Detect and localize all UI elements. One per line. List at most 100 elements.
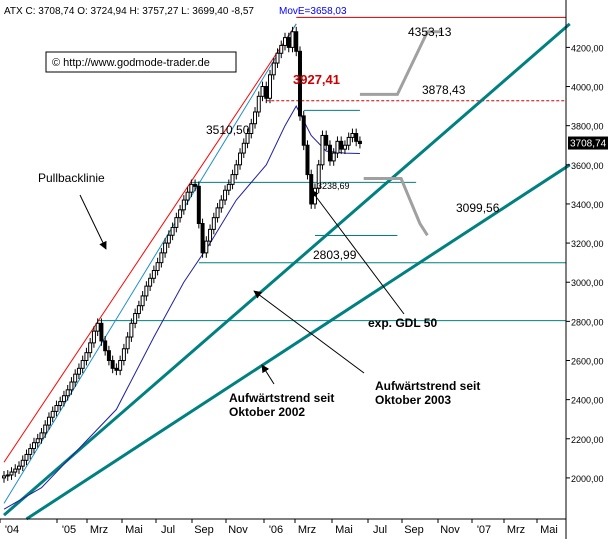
- annotation-trend-2003-line-1: Oktober 2003: [375, 393, 451, 407]
- current-price-label: 3708,74: [570, 139, 607, 150]
- annotation-trend-2002-arrow: [261, 364, 275, 385]
- candle-body: [193, 183, 198, 187]
- candle-body: [84, 352, 89, 361]
- level-3238-label: 3238,69: [317, 181, 350, 191]
- candle-body: [226, 183, 231, 191]
- candle-body: [9, 471, 14, 476]
- candle-body: [61, 395, 66, 403]
- candle-body: [35, 438, 40, 444]
- candle-body: [103, 340, 108, 352]
- candle-body: [286, 37, 291, 48]
- candle-body: [170, 226, 175, 236]
- candle-body: [155, 262, 160, 271]
- candle-body: [88, 342, 93, 354]
- candle-body: [118, 359, 123, 371]
- x-tick-label: Mai: [540, 524, 558, 536]
- candle-body: [110, 359, 115, 369]
- annotation-trend-2003-line-0: Aufwärtstrend seit: [375, 379, 480, 393]
- x-tick-label: '04: [5, 524, 19, 536]
- upper-channel-line: [3, 23, 297, 463]
- annotation-gdl50-arrow: [310, 189, 405, 315]
- candle-body: [54, 405, 59, 412]
- level-3878-label: 3878,43: [422, 83, 466, 97]
- x-tick-label: Jul: [161, 524, 175, 536]
- x-tick-label: Jul: [373, 524, 387, 536]
- candle-body: [140, 295, 145, 307]
- candle-body: [309, 174, 314, 205]
- candle-body: [144, 285, 149, 297]
- level-3099-label: 3099,56: [456, 201, 500, 215]
- candle-body: [196, 185, 201, 225]
- y-tick-label: 2800,00: [571, 317, 604, 327]
- candle-body: [256, 95, 261, 113]
- candle-body: [238, 152, 243, 166]
- candle-body: [297, 50, 302, 117]
- candle-body: [354, 132, 359, 142]
- candle-body: [234, 164, 239, 176]
- candle-body: [76, 367, 81, 375]
- y-tick-label: 3200,00: [571, 239, 604, 249]
- candle-body: [133, 313, 138, 324]
- candle-body: [125, 336, 130, 350]
- y-tick-label: 4000,00: [571, 83, 604, 93]
- candle-body: [223, 189, 228, 201]
- candle-body: [331, 152, 336, 162]
- candle-body: [166, 234, 171, 244]
- price-header: ATX C: 3708,74 O: 3724,94 H: 3757,27 L: …: [4, 6, 254, 17]
- candle-body: [20, 459, 25, 467]
- x-tick-label: '07: [477, 524, 491, 536]
- candle-body: [106, 350, 111, 361]
- watermark-box: [45, 51, 237, 73]
- x-tick-label: Mai: [335, 524, 353, 536]
- annotation-pullbacklinie-arrow: [79, 194, 107, 250]
- candle-body: [159, 252, 164, 264]
- current-price-box: [568, 136, 608, 150]
- candle-body: [121, 348, 126, 361]
- candle-body: [253, 111, 258, 125]
- candle-body: [219, 199, 224, 209]
- y-tick-label: 3600,00: [571, 161, 604, 171]
- candle-body: [73, 373, 78, 383]
- candle-body: [346, 136, 351, 146]
- candle-body: [305, 144, 310, 176]
- x-tick-label: Mrz: [298, 524, 316, 536]
- candle-body: [324, 134, 329, 146]
- candle-body: [28, 448, 33, 455]
- candle-body: [95, 322, 100, 332]
- candle-body: [301, 115, 306, 146]
- candle-body: [151, 269, 156, 279]
- candle-body: [335, 140, 340, 154]
- level-3510-label: 3510,50: [206, 123, 250, 137]
- candle-body: [50, 410, 55, 418]
- candle-body: [91, 330, 96, 344]
- moving-average-readout: MovE=3658,03: [279, 6, 347, 17]
- y-tick-label: 3000,00: [571, 278, 604, 288]
- annotation-trend-2002-line-0: Aufwärtstrend seit: [229, 391, 334, 405]
- candle-body: [342, 144, 347, 150]
- annotation-gdl50-text: exp. GDL 50: [368, 316, 437, 330]
- y-tick-label: 4200,00: [571, 43, 604, 53]
- level-4353-label: 4353,13: [408, 25, 452, 39]
- candle-body: [320, 134, 325, 166]
- x-tick-label: '06: [269, 524, 283, 536]
- candle-body: [241, 142, 246, 154]
- x-tick-label: Nov: [440, 524, 460, 536]
- candle-body: [16, 465, 21, 470]
- x-tick-label: Sep: [404, 524, 424, 536]
- candle-body: [185, 191, 190, 201]
- x-tick-label: '05: [62, 524, 76, 536]
- candle-body: [268, 74, 273, 99]
- candle-body: [46, 416, 51, 426]
- y-tick-label: 2000,00: [571, 474, 604, 484]
- candle-body: [80, 359, 85, 369]
- y-tick-label: 2400,00: [571, 396, 604, 406]
- x-tick-label: Sep: [194, 524, 214, 536]
- candle-body: [58, 401, 63, 407]
- y-tick-label: 2600,00: [571, 356, 604, 366]
- candle-body: [316, 164, 321, 189]
- candle-body: [69, 381, 74, 391]
- projection-down-path: [363, 177, 429, 237]
- annotation-trend-2003-arrow: [253, 290, 365, 374]
- candle-body: [283, 37, 287, 46]
